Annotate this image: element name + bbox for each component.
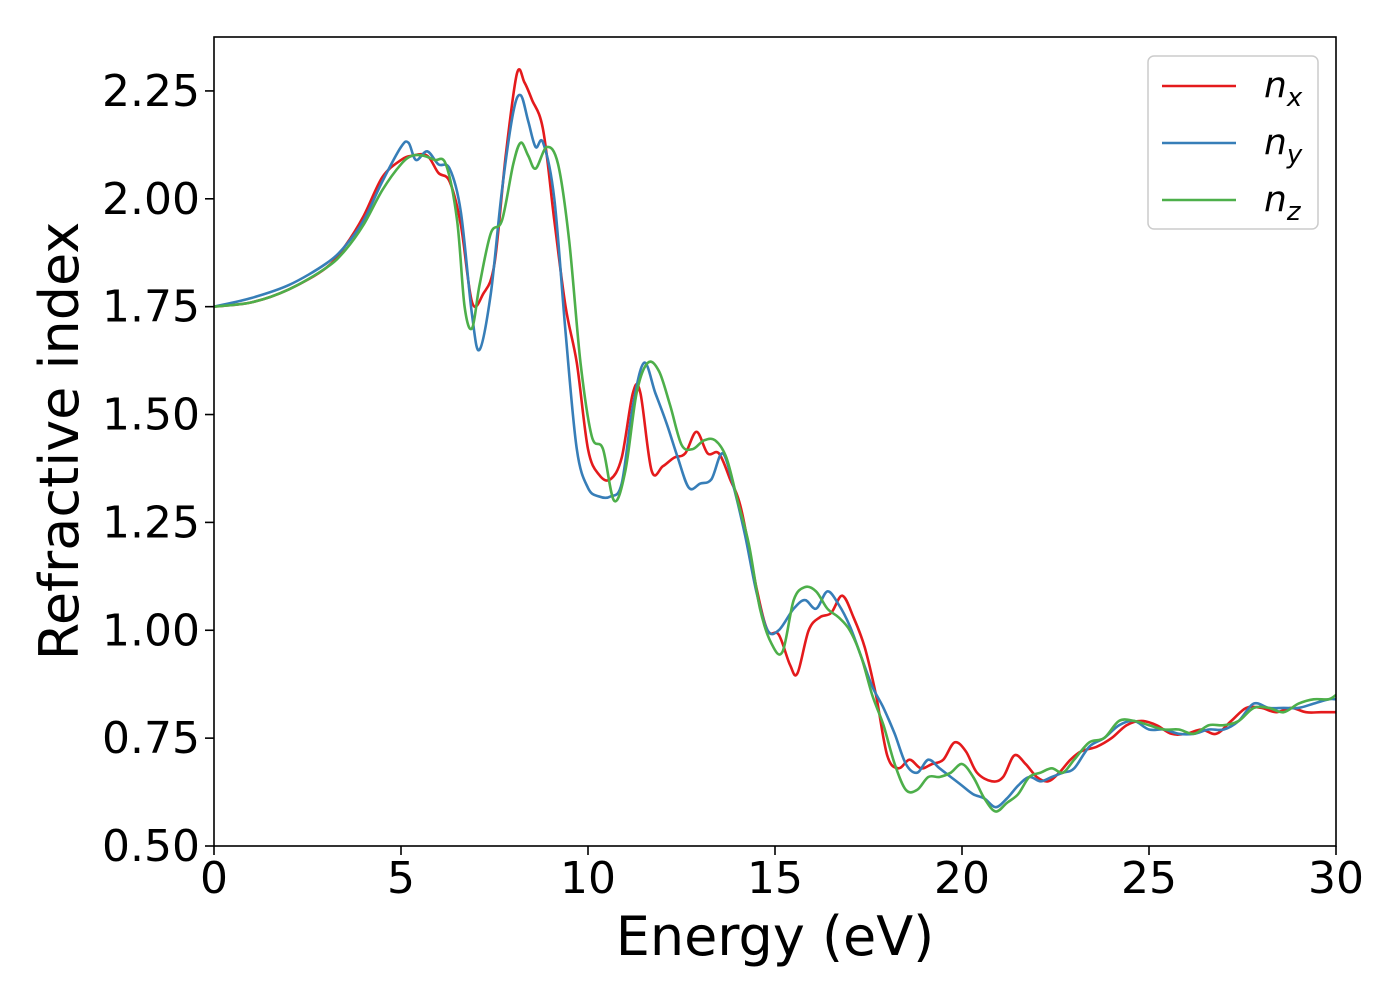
legend: nx ny nz — [1147, 55, 1319, 230]
y-axis: 0.50 0.75 1.00 1.25 1.50 1.75 2.00 2.25 — [102, 66, 214, 872]
x-axis: 0 5 10 15 20 25 30 — [200, 846, 1364, 904]
y-tick-label: 1.00 — [102, 605, 200, 656]
x-tick-label: 20 — [934, 853, 990, 904]
y-tick-label: 2.00 — [102, 174, 200, 225]
x-tick-label: 10 — [560, 853, 616, 904]
series-line-ny — [214, 93, 1336, 809]
y-tick-label: 1.50 — [102, 390, 200, 441]
y-tick-label: 0.75 — [102, 713, 200, 764]
y-axis-label: Refractive index — [28, 222, 91, 661]
x-tick-label: 25 — [1121, 853, 1177, 904]
x-tick-label: 15 — [747, 853, 803, 904]
legend-label-nz: nz — [1264, 179, 1302, 227]
x-tick-label: 30 — [1308, 853, 1364, 904]
x-tick-label: 5 — [387, 853, 415, 904]
x-tick-label: 0 — [200, 853, 228, 904]
y-tick-label: 1.25 — [102, 497, 200, 548]
series-line-nx — [214, 67, 1336, 783]
series-line-nz — [214, 141, 1336, 813]
y-tick-label: 1.75 — [102, 282, 200, 333]
legend-label-nx: nx — [1264, 65, 1303, 113]
x-axis-label: Energy (eV) — [616, 905, 935, 968]
y-tick-label: 0.50 — [102, 821, 200, 872]
y-tick-label: 2.25 — [102, 66, 200, 117]
series-lines — [214, 67, 1336, 813]
legend-label-ny: ny — [1264, 122, 1303, 170]
